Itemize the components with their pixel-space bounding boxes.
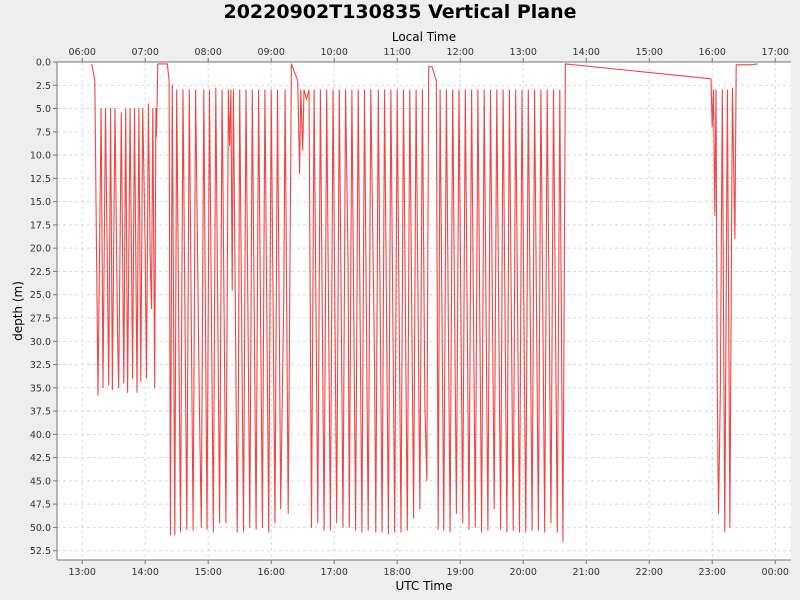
x2-tick-label: 13:00 xyxy=(510,47,537,58)
data-layer xyxy=(91,63,758,542)
x2-tick-label: 06:00 xyxy=(69,47,96,58)
axes-layer xyxy=(56,61,791,561)
y-tick-label: 10.0 xyxy=(30,151,51,162)
x2-tick-label: 09:00 xyxy=(258,47,285,58)
y-tick-label: 40.0 xyxy=(30,430,51,441)
y-tick-label: 0.0 xyxy=(36,58,51,69)
y-tick-label: 7.5 xyxy=(36,127,51,138)
x-tick-label: 23:00 xyxy=(699,567,726,578)
x2-tick-label: 14:00 xyxy=(573,47,600,58)
y-tick-label: 12.5 xyxy=(30,174,51,185)
x-tick-label: 14:00 xyxy=(132,567,159,578)
x2-tick-label: 16:00 xyxy=(699,47,726,58)
x-tick-label: 22:00 xyxy=(636,567,663,578)
x-axis-title: UTC Time xyxy=(396,579,453,593)
y-tick-label: 37.5 xyxy=(30,407,51,418)
y-tick-label: 22.5 xyxy=(30,267,51,278)
y-tick-label: 35.0 xyxy=(30,383,51,394)
x2-tick-label: 08:00 xyxy=(195,47,222,58)
x2-tick-label: 12:00 xyxy=(447,47,474,58)
y-tick-label: 42.5 xyxy=(30,453,51,464)
x-tick-label: 00:00 xyxy=(762,567,789,578)
x-tick-label: 18:00 xyxy=(384,567,411,578)
y-tick-label: 5.0 xyxy=(36,104,51,115)
y-tick-label: 45.0 xyxy=(30,476,51,487)
x-tick-label: 13:00 xyxy=(69,567,96,578)
x2-tick-label: 15:00 xyxy=(636,47,663,58)
x2-axis-title: Local Time xyxy=(392,30,456,44)
ticks-layer: 13:00 14:00 15:00 16:00 17:00 18:00 19:00 20:00… xyxy=(30,47,789,578)
y-tick-label: 30.0 xyxy=(30,337,51,348)
y-tick-label: 17.5 xyxy=(30,220,51,231)
y-axis-title: depth (m) xyxy=(11,281,25,341)
x-tick-label: 21:00 xyxy=(573,567,600,578)
y-tick-label: 25.0 xyxy=(30,290,51,301)
y-tick-label: 52.5 xyxy=(30,546,51,557)
x2-tick-label: 17:00 xyxy=(762,47,789,58)
x2-tick-label: 07:00 xyxy=(132,47,159,58)
y-tick-label: 15.0 xyxy=(30,197,51,208)
chart-title: 20220902T130835 Vertical Plane xyxy=(223,1,576,23)
x-tick-label: 20:00 xyxy=(510,567,537,578)
y-tick-label: 27.5 xyxy=(30,313,51,324)
y-tick-label: 2.5 xyxy=(36,81,51,92)
depth-series-line xyxy=(91,63,758,542)
y-tick-label: 20.0 xyxy=(30,244,51,255)
x-tick-label: 16:00 xyxy=(258,567,285,578)
x-tick-label: 17:00 xyxy=(321,567,348,578)
x2-tick-label: 11:00 xyxy=(384,47,411,58)
y-tick-label: 47.5 xyxy=(30,500,51,511)
y-tick-label: 50.0 xyxy=(30,523,51,534)
x-tick-label: 15:00 xyxy=(195,567,222,578)
x2-tick-label: 10:00 xyxy=(321,47,348,58)
y-tick-label: 32.5 xyxy=(30,360,51,371)
x-tick-label: 19:00 xyxy=(447,567,474,578)
